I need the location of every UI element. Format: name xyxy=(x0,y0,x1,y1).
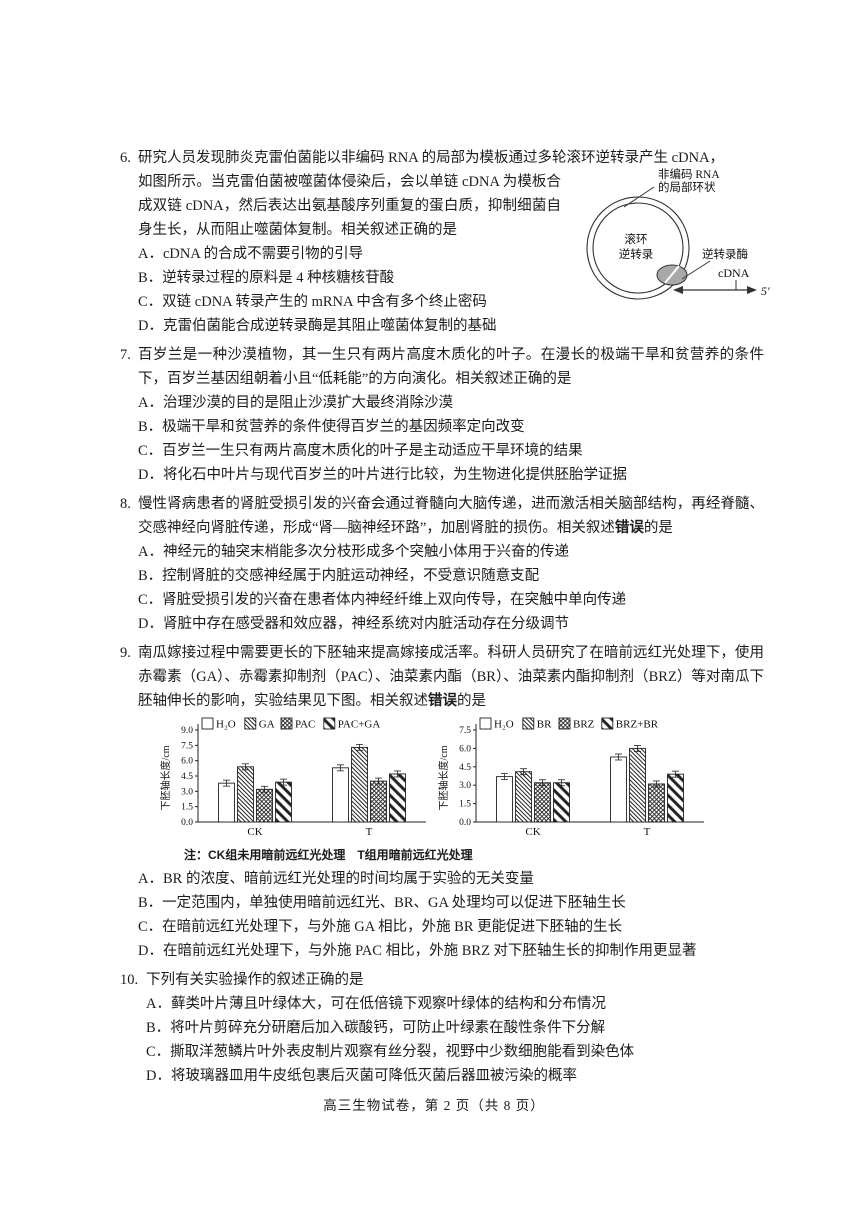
q9-charts: 0.0 1.5 3.0 4.5 6.0 7.5 9.0 下胚轴长度/cm CK T H₂O GA PAC… xyxy=(160,716,764,846)
svg-text:3.0: 3.0 xyxy=(459,781,471,791)
q10-option-c: C．撕取洋葱鳞片叶外表皮制片观察有丝分裂，视野中少数细胞能看到染色体 xyxy=(146,1044,635,1060)
q7-option-b: B．极端干旱和贫营养的条件使得百岁兰的基因频率定向改变 xyxy=(138,419,525,435)
question-8-number: 8. xyxy=(120,496,131,512)
exam-content: 6. 研究人员发现肺炎克雷伯菌能以非编码 RNA 的局部为模板通过多轮滚环逆转录… xyxy=(120,146,764,1088)
blob-stripe xyxy=(664,265,680,284)
rna-label-line2: 的局部环状 xyxy=(658,180,716,194)
question-6-stem-rest: 如图所示。当克雷伯菌被噬菌体侵染后，会以单链 cDNA 为模板合成双链 cDNA… xyxy=(138,174,561,238)
svg-text:BRZ: BRZ xyxy=(573,719,595,731)
svg-text:H₂O: H₂O xyxy=(216,719,236,731)
cdna-right-arrowhead xyxy=(747,286,757,294)
svg-text:6.0: 6.0 xyxy=(459,744,471,754)
enzyme-label-pointer xyxy=(681,260,711,280)
svg-text:1.5: 1.5 xyxy=(459,800,471,810)
cdna-label: cDNA xyxy=(718,266,750,280)
svg-text:T: T xyxy=(366,826,373,838)
question-7-number: 7. xyxy=(120,347,131,363)
q6-diagram: 非编码 RNA 的局部环状 滚环 逆转录 逆转录酶 cDNA 5′ xyxy=(586,167,770,300)
q9-chart-note: 注：CK组未用暗前远红光处理 T组用暗前远红光处理 xyxy=(184,848,473,862)
svg-text:下胚轴长度/cm: 下胚轴长度/cm xyxy=(438,745,450,810)
q7-option-d: D．将化石中叶片与现代百岁兰的叶片进行比较，为生物进化提供胚胎学证据 xyxy=(138,467,627,483)
q9-chart-left: 0.0 1.5 3.0 4.5 6.0 7.5 9.0 下胚轴长度/cm CK T H₂O GA PAC… xyxy=(160,717,426,838)
q9-stem-text: 南瓜嫁接过程中需要更长的下胚轴来提高嫁接成活率。科研人员研究了在暗前远红光处理下… xyxy=(138,645,764,709)
q9-option-d: D．在暗前远红光处理下，与外施 PAC 相比，外施 BRZ 对下胚轴生长的抑制作… xyxy=(138,943,697,959)
enzyme-label: 逆转录酶 xyxy=(702,247,748,261)
q6-option-a: A．cDNA 的合成不需要引物的引导 xyxy=(138,246,364,262)
svg-text:7.5: 7.5 xyxy=(181,741,193,751)
q9-stem-end: 的是 xyxy=(457,693,486,709)
question-10-stem: 下列有关实验操作的叙述正确的是 xyxy=(146,972,364,988)
q8-stem-text: 慢性肾病患者的肾脏受损引发的兴奋会通过脊髓向大脑传递，进而激活相关脑部结构，再经… xyxy=(138,496,764,536)
svg-text:0.0: 0.0 xyxy=(181,818,193,828)
question-6-stem-line1: 研究人员发现肺炎克雷伯菌能以非编码 RNA 的局部为模板通过多轮滚环逆转录产生 … xyxy=(138,150,725,166)
svg-text:CK: CK xyxy=(247,826,262,838)
q10-option-a: A．藓类叶片薄且叶绿体大，可在低倍镜下观察叶绿体的结构和分布情况 xyxy=(146,996,606,1012)
svg-text:6.0: 6.0 xyxy=(181,757,193,767)
question-9-number: 9. xyxy=(120,645,131,661)
q6-option-b: B．逆转录过程的原料是 4 种核糖核苷酸 xyxy=(138,270,395,286)
question-7-stem: 百岁兰是一种沙漠植物，其一生只有两片高度木质化的叶子。在漫长的极端干旱和贫营养的… xyxy=(138,347,764,387)
svg-text:4.5: 4.5 xyxy=(181,772,193,782)
svg-text:3.0: 3.0 xyxy=(181,787,193,797)
rna-label-line1: 非编码 RNA xyxy=(658,167,720,181)
question-9: 9. 南瓜嫁接过程中需要更长的下胚轴来提高嫁接成活率。科研人员研究了在暗前远红光… xyxy=(120,641,764,963)
svg-text:PAC: PAC xyxy=(295,719,315,731)
svg-text:BR: BR xyxy=(537,719,552,731)
q7-option-a: A．治理沙漠的目的是阻止沙漠扩大最终消除沙漠 xyxy=(138,395,453,411)
rna-inner-circle xyxy=(592,202,684,294)
question-10: 10. 下列有关实验操作的叙述正确的是 A．藓类叶片薄且叶绿体大，可在低倍镜下观… xyxy=(120,968,764,1088)
q10-option-b: B．将叶片剪碎充分研磨后加入碳酸钙，可防止叶绿素在酸性条件下分解 xyxy=(146,1020,606,1036)
q9-chart-right: 0.0 1.5 3.0 4.5 6.0 7.5 下胚轴长度/cm CK T H₂O BR BRZ BRZ… xyxy=(438,717,704,838)
q8-stem-end: 的是 xyxy=(643,520,673,536)
page-footer: 高三生物试卷，第 2 页（共 8 页） xyxy=(323,1098,545,1113)
q8-option-a: A．神经元的轴突末梢能多次分枝形成多个突触小体用于兴奋的传递 xyxy=(138,544,569,560)
q8-option-c: C．肾脏受损引发的兴奋在患者体内神经纤维上双向传导，在突触中单向传递 xyxy=(138,592,627,608)
question-7: 7. 百岁兰是一种沙漠植物，其一生只有两片高度木质化的叶子。在漫长的极端干旱和贫… xyxy=(120,343,764,487)
q6-option-d: D．克雷伯菌能合成逆转录酶是其阻止噬菌体复制的基础 xyxy=(138,318,497,334)
question-8: 8. 慢性肾病患者的肾脏受损引发的兴奋会通过脊髓向大脑传递，进而激活相关脑部结构… xyxy=(120,492,764,636)
svg-text:GA: GA xyxy=(259,719,275,731)
q9-option-a: A．BR 的浓度、暗前远红光处理的时间均属于实验的无关变量 xyxy=(138,871,534,887)
svg-text:H₂O: H₂O xyxy=(494,719,514,731)
svg-text:BRZ+BR: BRZ+BR xyxy=(616,719,659,731)
q9-option-b: B．一定范围内，单独使用暗前远红光、BR、GA 处理均可以促进下胚轴生长 xyxy=(138,895,626,911)
question-6-number: 6. xyxy=(120,150,131,166)
svg-text:T: T xyxy=(644,826,651,838)
rna-outer-circle xyxy=(586,196,690,300)
question-9-stem: 南瓜嫁接过程中需要更长的下胚轴来提高嫁接成活率。科研人员研究了在暗前远红光处理下… xyxy=(138,641,764,713)
q6-option-c: C．双链 cDNA 转录产生的 mRNA 中含有多个终止密码 xyxy=(138,294,487,310)
q8-option-b: B．控制肾脏的交感神经属于内脏运动神经，不受意识随意支配 xyxy=(138,568,540,584)
svg-text:下胚轴长度/cm: 下胚轴长度/cm xyxy=(160,745,172,810)
q7-option-c: C．百岁兰一生只有两片高度木质化的叶子是主动适应干旱环境的结果 xyxy=(138,443,583,459)
q9-option-c: C．在暗前远红光处理下，与外施 GA 相比，外施 BR 更能促进下胚轴的生长 xyxy=(138,919,623,935)
cdna-left-arrowhead xyxy=(673,286,683,294)
svg-text:4.5: 4.5 xyxy=(459,763,471,773)
svg-text:9.0: 9.0 xyxy=(181,726,193,736)
question-10-number: 10. xyxy=(120,972,139,988)
q10-option-d: D．将玻璃器皿用牛皮纸包裹后灭菌可降低灭菌后器皿被污染的概率 xyxy=(146,1068,577,1084)
q8-stem-emphasis: 错误 xyxy=(614,520,644,536)
svg-text:0.0: 0.0 xyxy=(459,818,471,828)
q8-option-d: D．肾脏中存在感受器和效应器，神经系统对内脏活动存在分级调节 xyxy=(138,616,569,632)
rna-label-pointer xyxy=(623,186,655,208)
q9-stem-emphasis: 错误 xyxy=(428,693,457,709)
rolling-circle-label-line1: 滚环 xyxy=(625,232,648,246)
rolling-circle-label-line2: 逆转录 xyxy=(619,247,654,261)
svg-text:7.5: 7.5 xyxy=(459,726,471,736)
question-8-stem: 慢性肾病患者的肾脏受损引发的兴奋会通过脊髓向大脑传递，进而激活相关脑部结构，再经… xyxy=(138,492,764,540)
svg-text:PAC+GA: PAC+GA xyxy=(338,719,381,731)
svg-text:CK: CK xyxy=(525,826,540,838)
five-prime-label: 5′ xyxy=(761,284,770,298)
svg-text:1.5: 1.5 xyxy=(181,803,193,813)
question-6: 6. 研究人员发现肺炎克雷伯菌能以非编码 RNA 的局部为模板通过多轮滚环逆转录… xyxy=(120,146,764,338)
question-6-stem: 研究人员发现肺炎克雷伯菌能以非编码 RNA 的局部为模板通过多轮滚环逆转录产生 … xyxy=(138,146,764,242)
